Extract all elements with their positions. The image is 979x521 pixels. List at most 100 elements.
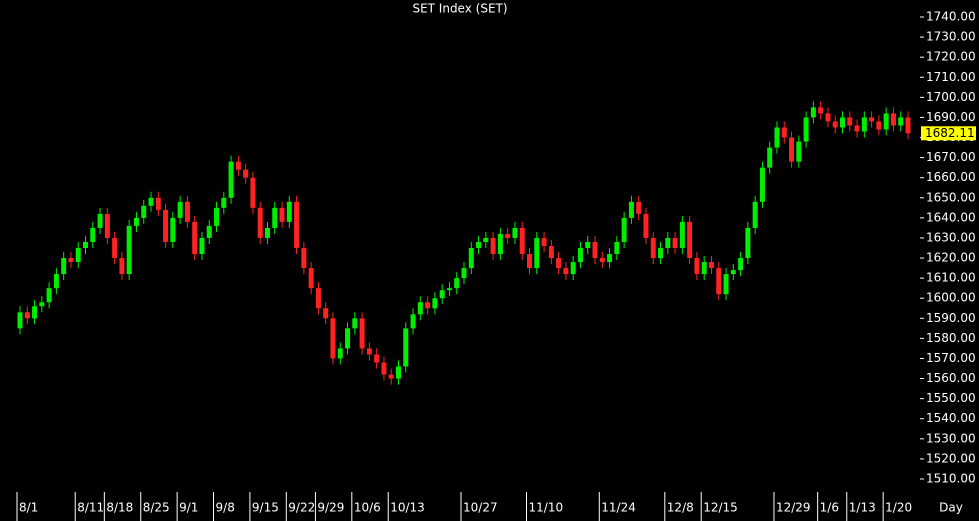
candle-body: [330, 318, 336, 359]
candle-body: [24, 312, 30, 319]
candle-body: [716, 268, 722, 295]
x-tick-label: 10/6: [354, 501, 381, 515]
candle-body: [381, 362, 387, 375]
candle-body: [701, 262, 707, 275]
candle-body: [286, 201, 292, 222]
candle-body: [359, 318, 365, 349]
candle-body: [628, 201, 634, 218]
last-price-label: 1682.11: [925, 126, 975, 140]
candle-body: [417, 302, 423, 315]
candle-body: [708, 262, 714, 269]
y-tick-label: 1710.00: [926, 70, 976, 84]
candle-body: [315, 288, 321, 309]
candle-body: [752, 201, 758, 228]
candle-body: [738, 258, 744, 271]
candle-body: [563, 268, 569, 275]
candle-body: [257, 207, 263, 238]
candle-body: [818, 107, 824, 114]
candle-body: [585, 241, 591, 248]
y-tick-label: 1550.00: [926, 391, 976, 405]
candle-body: [83, 241, 89, 248]
candle-body: [250, 177, 256, 208]
candle-body: [687, 221, 693, 259]
candle-body: [126, 225, 132, 275]
y-tick-label: 1640.00: [926, 210, 976, 224]
y-tick-label: 1700.00: [926, 90, 976, 104]
candle-body: [32, 306, 38, 319]
candle-body: [199, 237, 205, 255]
y-tick-label: 1660.00: [926, 170, 976, 184]
x-tick-label: 12/29: [776, 501, 811, 515]
candle-body: [665, 237, 671, 248]
candle-body: [461, 268, 467, 279]
x-tick-label: 8/18: [106, 501, 133, 515]
candle-body: [876, 121, 882, 130]
candle-body: [395, 366, 401, 379]
candle-body: [192, 221, 198, 255]
candle-body: [425, 302, 431, 309]
candle-body: [527, 254, 533, 269]
y-tick-label: 1650.00: [926, 190, 976, 204]
candle-body: [869, 117, 875, 122]
candle-body: [337, 348, 343, 359]
x-tick-label: 12/8: [667, 501, 694, 515]
candle-body: [170, 217, 176, 242]
candle-body: [235, 161, 241, 170]
candle-body: [141, 205, 147, 218]
x-tick-label: 9/1: [179, 501, 198, 515]
candle-body: [781, 127, 787, 138]
candle-body: [774, 127, 780, 148]
y-tick-label: 1670.00: [926, 150, 976, 164]
y-tick-label: 1570.00: [926, 351, 976, 365]
candle-body: [636, 201, 642, 214]
x-tick-label: 1/6: [820, 501, 839, 515]
candle-body: [512, 227, 518, 238]
candle-body: [505, 233, 511, 238]
y-tick-label: 1560.00: [926, 371, 976, 385]
candle-body: [723, 274, 729, 295]
candle-body: [294, 201, 300, 248]
candle-body: [476, 241, 482, 248]
x-tick-label: 8/11: [77, 501, 104, 515]
candle-body: [454, 278, 460, 289]
candle-body: [228, 161, 234, 198]
x-tick-label: 12/15: [703, 501, 738, 515]
candle-body: [577, 248, 583, 263]
candle-body: [759, 167, 765, 202]
candle-body: [352, 318, 358, 329]
candle-body: [104, 213, 110, 238]
candle-body: [890, 113, 896, 126]
candle-body: [541, 237, 547, 246]
y-tick-label: 1510.00: [926, 472, 976, 486]
candle-body: [694, 258, 700, 275]
candle-body: [61, 258, 67, 275]
candle-body: [905, 117, 911, 134]
candle-body: [614, 241, 620, 255]
candle-body: [439, 290, 445, 299]
candle-body: [323, 308, 329, 319]
candle-body: [519, 227, 525, 255]
candle-body: [133, 217, 139, 226]
x-tick-label: 10/27: [463, 501, 498, 515]
candle-body: [468, 248, 474, 269]
candle-body: [592, 241, 598, 259]
candle-body: [264, 227, 270, 238]
candle-body: [839, 117, 845, 128]
x-tick-label: 11/24: [601, 501, 636, 515]
y-tick-label: 1630.00: [926, 230, 976, 244]
candle-body: [599, 258, 605, 263]
y-tick-label: 1610.00: [926, 271, 976, 285]
candle-body: [861, 117, 867, 132]
y-tick-label: 1520.00: [926, 451, 976, 465]
candle-body: [570, 262, 576, 275]
candle-body: [767, 147, 773, 168]
candle-body: [46, 288, 52, 303]
candle-body: [308, 268, 314, 289]
candle-body: [679, 221, 685, 248]
candle-body: [556, 258, 562, 269]
candle-body: [730, 270, 736, 275]
candle-body: [898, 117, 904, 126]
candle-body: [672, 237, 678, 248]
candle-body: [68, 258, 74, 263]
